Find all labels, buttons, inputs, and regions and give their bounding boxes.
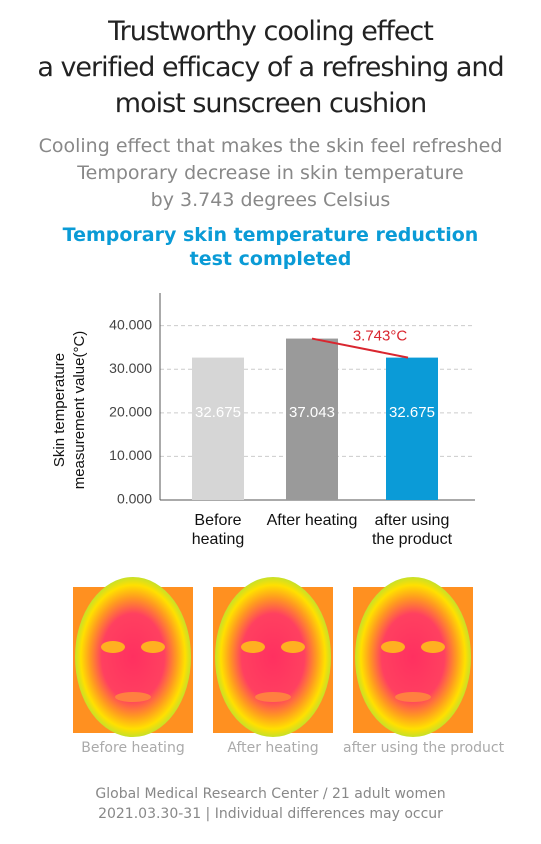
thermal-images <box>73 577 473 737</box>
data-label: 32.675 <box>389 404 435 421</box>
image-caption: after using the product <box>343 740 505 756</box>
chart-title: test completed <box>189 248 352 270</box>
annotation: 3.743°C <box>353 328 408 345</box>
title-line: a verified efficacy of a refreshing and <box>37 52 504 83</box>
thermal-image <box>213 577 333 737</box>
x-tick-label: After heating <box>266 512 358 529</box>
image-caption: After heating <box>227 740 319 756</box>
image-caption: Before heating <box>81 740 185 756</box>
thermal-image <box>73 577 193 737</box>
y-tick-label: 10.000 <box>109 447 152 463</box>
footer-line: Global Medical Research Center / 21 adul… <box>95 786 446 802</box>
y-tick-label: 40.000 <box>109 316 152 332</box>
x-tick-label: after using the product <box>371 512 453 548</box>
data-label: 32.675 <box>195 404 241 421</box>
y-tick-label: 30.000 <box>109 360 152 376</box>
y-tick-label: 20.000 <box>109 404 152 420</box>
footer-line: 2021.03.30-31 | Individual differences m… <box>98 806 443 822</box>
y-axis-label: measurement value(°C) <box>71 331 88 490</box>
title-line: Trustworthy cooling effect <box>108 16 434 47</box>
bar <box>286 338 338 500</box>
y-tick-label: 0.000 <box>117 491 152 507</box>
thermal-image <box>353 577 473 737</box>
subtitle-line: by 3.743 degrees Celsius <box>150 189 391 211</box>
bar <box>192 357 244 500</box>
subtitle-line: Temporary decrease in skin temperature <box>77 162 464 184</box>
bar <box>386 357 438 500</box>
chart-title: Temporary skin temperature reduction <box>62 224 479 246</box>
annotation-line <box>311 337 409 359</box>
subtitle-line: Cooling effect that makes the skin feel … <box>38 135 503 157</box>
y-axis-label: Skin temperature <box>51 353 68 467</box>
x-tick-label: Before heating <box>191 512 245 548</box>
title-line: moist sunscreen cushion <box>114 88 427 119</box>
data-label: 37.043 <box>289 404 335 421</box>
